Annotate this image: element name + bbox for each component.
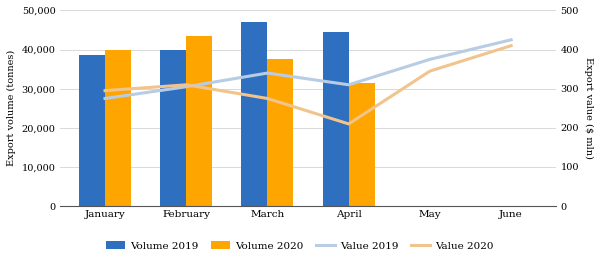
Bar [186, 36, 212, 206]
Line: Value 2020: Value 2020 [105, 46, 511, 124]
Value 2019 [264, 72, 271, 75]
Bar [79, 55, 105, 206]
Bar [160, 50, 186, 206]
Value 2019 [427, 58, 434, 61]
Y-axis label: Export volume (tonnes): Export volume (tonnes) [7, 50, 16, 166]
Bar [268, 59, 293, 206]
Value 2020 [182, 83, 190, 86]
Value 2019 [508, 38, 515, 41]
Bar [241, 22, 268, 206]
Line: Value 2019: Value 2019 [105, 40, 511, 99]
Value 2020 [264, 97, 271, 100]
Bar [323, 32, 349, 206]
Value 2019 [345, 83, 352, 86]
Value 2020 [427, 69, 434, 73]
Legend: Volume 2019, Volume 2020, Value 2019, Value 2020: Volume 2019, Volume 2020, Value 2019, Va… [102, 237, 498, 255]
Y-axis label: Export value ($ mln): Export value ($ mln) [584, 57, 593, 159]
Value 2020 [508, 44, 515, 47]
Value 2019 [182, 85, 190, 88]
Bar [349, 83, 374, 206]
Value 2019 [101, 97, 109, 100]
Value 2020 [101, 89, 109, 92]
Bar [105, 50, 131, 206]
Value 2020 [345, 122, 352, 126]
